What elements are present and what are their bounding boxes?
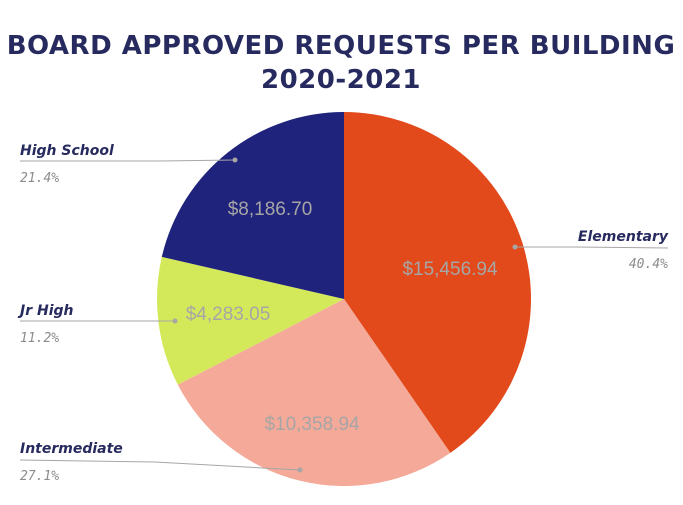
leader-dot <box>232 157 238 163</box>
leader-dot <box>297 467 303 473</box>
slice-value-label: $15,456.94 <box>402 259 498 280</box>
chart-title-line2: 2020-2021 <box>261 65 421 95</box>
chart-title-line1: BOARD APPROVED REQUESTS PER BUILDING <box>7 31 676 61</box>
outside-labels: Elementary 40.4% Intermediate 27.1% Jr High 1… <box>17 143 669 484</box>
leader-dot <box>512 244 518 250</box>
pie-slice-intermediate <box>177 299 451 486</box>
category-label: High School <box>20 143 114 159</box>
leader-line <box>19 459 301 471</box>
category-label: Jr High <box>17 303 74 319</box>
category-label: Elementary <box>578 229 669 245</box>
percent-label: 40.4% <box>629 257 668 272</box>
percent-label: 11.2% <box>20 331 59 346</box>
leader-line <box>515 246 669 249</box>
pie-slice-high-school <box>161 112 344 299</box>
pie-slice-elementary <box>344 112 531 453</box>
pie-slice-jr-high <box>157 256 344 385</box>
slice-value-label: $10,358.94 <box>264 414 360 435</box>
slice-value-label: $4,283.05 <box>186 304 271 325</box>
category-label: Intermediate <box>20 441 123 457</box>
percent-label: 21.4% <box>20 171 59 186</box>
slice-value-label: $8,186.70 <box>228 199 313 220</box>
leader-line <box>20 159 236 162</box>
percent-label: 27.1% <box>20 469 59 484</box>
pie-slices <box>157 112 531 486</box>
slice-value-labels: $15,456.94 $10,358.94 $4,283.05 $8,186.70 <box>186 199 498 435</box>
leader-dot <box>172 318 178 324</box>
